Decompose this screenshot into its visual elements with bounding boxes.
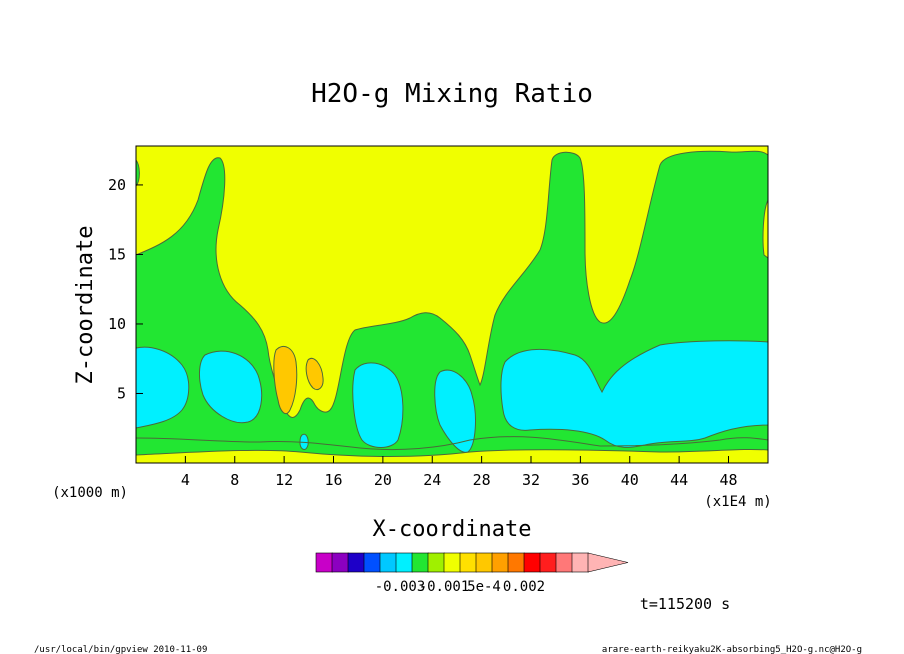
- colorbar-swatch: [523, 552, 541, 573]
- colorbar-swatch: [411, 552, 429, 573]
- contour-cyan-region: [500, 340, 768, 448]
- x-unit-label: (x1000 m): [52, 485, 128, 501]
- colorbar-swatch: [347, 552, 365, 573]
- x-axis: 4 8 12 16 20 24 28 32 36 40 44 48: [181, 456, 738, 489]
- x-tick-label: 16: [324, 471, 342, 489]
- colorbar-swatch: [427, 552, 445, 573]
- plot-area: [135, 145, 769, 464]
- x-scale-label: (x1E4 m): [704, 494, 771, 510]
- x-tick-label: 48: [719, 471, 737, 489]
- y-axis: 5 10 15 20: [108, 176, 143, 402]
- x-tick-label: 28: [473, 471, 491, 489]
- colorbar-swatch: [539, 552, 557, 573]
- colorbar-swatch: [363, 552, 381, 573]
- colorbar-label: 5e-4: [467, 579, 501, 595]
- plot-frame: [135, 145, 769, 464]
- x-tick-label: 20: [374, 471, 392, 489]
- contour-yellow-bottom: [136, 448, 768, 463]
- colorbar-label: 0.002: [503, 579, 545, 595]
- x-tick-label: 4: [181, 471, 190, 489]
- colorbar-swatch: [555, 552, 573, 573]
- colorbar-swatch: [571, 552, 589, 573]
- time-label: t=115200 s: [640, 595, 730, 613]
- colorbar-swatch: [459, 552, 477, 573]
- colorbar-label: -0.001: [419, 579, 470, 595]
- y-tick-label: 20: [108, 176, 126, 194]
- contour-cyan-region: [299, 433, 309, 450]
- x-tick-label: 36: [571, 471, 589, 489]
- colorbar-swatch: [379, 552, 397, 573]
- colorbar-swatch: [443, 552, 461, 573]
- footer-right: arare-earth-reikyaku2K-absorbing5_H2O-g.…: [602, 645, 862, 654]
- y-axis-title: Z-coordinate: [73, 226, 98, 385]
- x-axis-title: X-coordinate: [373, 517, 532, 542]
- colorbar-extend-arrow: [587, 552, 629, 573]
- contour-orange-region: [273, 346, 298, 415]
- contour-cyan-region: [136, 346, 190, 429]
- x-tick-label: 24: [423, 471, 441, 489]
- colorbar-swatch: [491, 552, 509, 573]
- contour-line: [136, 436, 768, 451]
- x-tick-label: 32: [522, 471, 540, 489]
- contour-cyan-region: [352, 362, 404, 448]
- colorbar-label: -0.003: [375, 579, 426, 595]
- chart-title: H2O-g Mixing Ratio: [311, 79, 593, 109]
- contour-orange-region: [305, 357, 324, 391]
- colorbar-swatch: [315, 552, 333, 573]
- colorbar-swatch: [507, 552, 525, 573]
- x-tick-label: 44: [670, 471, 688, 489]
- y-tick-label: 15: [108, 245, 126, 263]
- x-tick-label: 12: [275, 471, 293, 489]
- colorbar-swatch: [331, 552, 349, 573]
- x-tick-label: 40: [621, 471, 639, 489]
- y-tick-label: 5: [117, 384, 126, 402]
- contour-cyan-region: [199, 350, 263, 424]
- colorbar: [315, 552, 629, 573]
- colorbar-swatch: [475, 552, 493, 573]
- y-tick-label: 10: [108, 315, 126, 333]
- x-tick-label: 8: [230, 471, 239, 489]
- colorbar-swatch: [395, 552, 413, 573]
- footer-left: /usr/local/bin/gpview 2010-11-09: [34, 645, 207, 654]
- contour-yellow-edge: [762, 199, 768, 259]
